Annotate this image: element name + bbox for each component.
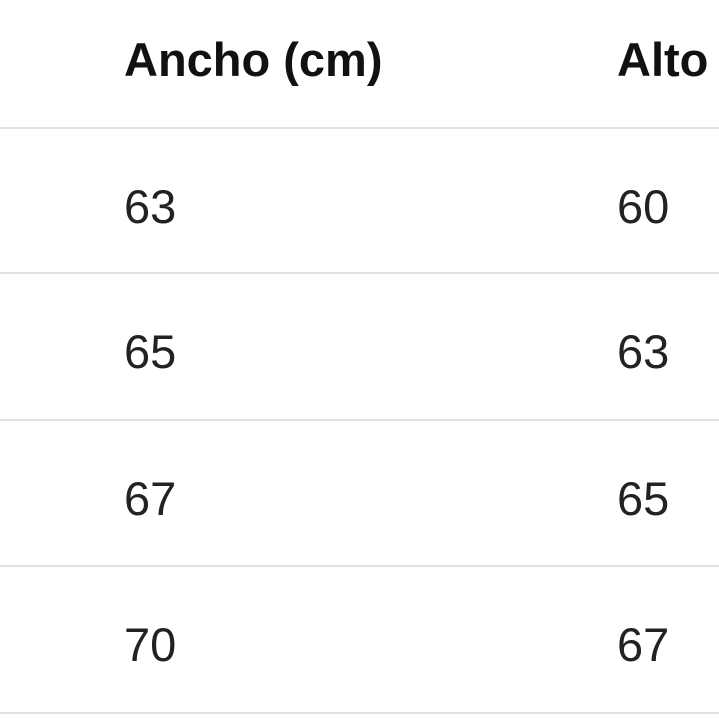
table-row: 63 60 [0,129,719,274]
table-header-row: Ancho (cm) Alto [0,0,719,129]
cell-height: 65 [617,472,670,525]
cell-height: 63 [617,325,670,378]
cell-height: 60 [617,180,670,233]
cell-width: 67 [124,472,177,525]
table-row: 65 63 [0,274,719,421]
cell-height: 67 [617,618,670,671]
header-height: Alto [617,33,709,86]
cell-width: 65 [124,325,177,378]
table-row: 67 65 [0,421,719,567]
table-row: 70 67 [0,567,719,714]
cell-width: 70 [124,618,177,671]
header-width: Ancho (cm) [124,33,383,86]
cell-width: 63 [124,180,177,233]
